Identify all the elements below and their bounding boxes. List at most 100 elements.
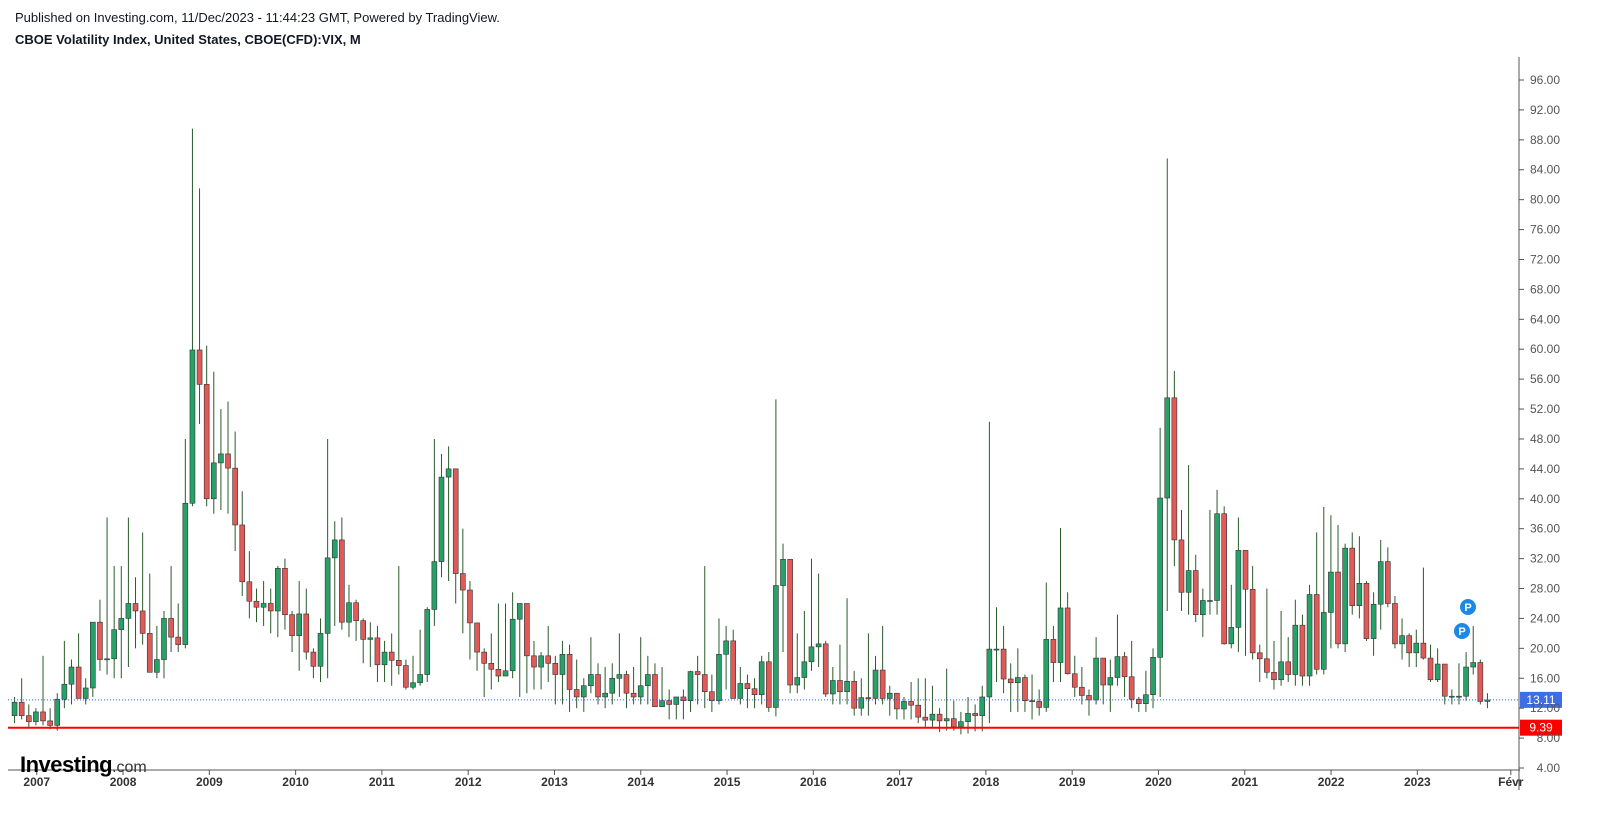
candle-body xyxy=(1093,657,1099,701)
candle-body xyxy=(104,658,110,661)
candle xyxy=(296,581,302,671)
candle-body xyxy=(936,713,943,722)
candle-body xyxy=(324,557,331,634)
candle xyxy=(168,566,174,653)
candle xyxy=(324,438,331,679)
candle xyxy=(1157,427,1163,697)
candle xyxy=(346,584,352,638)
candle-body xyxy=(346,602,352,623)
candle-body xyxy=(1456,695,1462,698)
candle-body xyxy=(1299,624,1306,677)
candle-body xyxy=(1121,656,1128,678)
candle-body xyxy=(1249,588,1256,654)
time-tick-label: 2008 xyxy=(110,775,137,789)
candle xyxy=(780,543,786,653)
candle xyxy=(1427,644,1434,682)
candle xyxy=(559,640,566,705)
candle-body xyxy=(395,660,402,666)
candle xyxy=(339,517,345,630)
candle-body xyxy=(1022,677,1028,701)
candle xyxy=(524,603,530,694)
candle-body xyxy=(794,677,801,686)
candle xyxy=(1107,659,1114,712)
candle xyxy=(275,566,281,638)
candle-body xyxy=(289,614,295,636)
candle-body xyxy=(502,670,509,677)
candle xyxy=(751,678,758,709)
candle xyxy=(844,598,850,705)
candle xyxy=(609,663,616,705)
candle-body xyxy=(1171,397,1178,541)
candle-body xyxy=(175,636,182,645)
candle xyxy=(1399,618,1405,660)
candle-body xyxy=(232,467,238,526)
candle-body xyxy=(680,696,687,701)
candle xyxy=(1249,566,1256,660)
candle xyxy=(659,667,665,707)
candle-body xyxy=(253,600,260,608)
candle-body xyxy=(673,696,680,705)
candle-body xyxy=(915,704,922,718)
candle xyxy=(1356,536,1363,619)
candle-body xyxy=(495,668,502,677)
candle xyxy=(1135,696,1142,712)
price-tick-label: 80.00 xyxy=(1530,193,1560,207)
candle xyxy=(680,689,687,720)
price-tick-label: 60.00 xyxy=(1530,342,1560,356)
candle xyxy=(1000,625,1007,694)
candle xyxy=(1086,689,1092,716)
candle-body xyxy=(602,692,608,698)
candle-body xyxy=(652,674,658,707)
candle xyxy=(1363,581,1370,641)
candle xyxy=(993,607,1000,682)
candle xyxy=(616,633,623,697)
price-tick-label: 12.00 xyxy=(1530,701,1560,715)
candle xyxy=(773,399,779,717)
candle xyxy=(132,577,139,649)
candle-body xyxy=(872,669,879,699)
candle-body xyxy=(54,698,61,726)
candle-body xyxy=(837,680,843,693)
candle xyxy=(794,633,801,694)
candle-body xyxy=(886,692,893,699)
candle-body xyxy=(1128,676,1135,700)
candle-body xyxy=(1285,661,1292,675)
candle xyxy=(744,674,751,709)
candle-body xyxy=(1335,571,1341,645)
candle-body xyxy=(367,637,374,640)
candle-body xyxy=(161,618,167,660)
candle-body xyxy=(1221,513,1227,645)
candle xyxy=(1114,614,1121,686)
candle xyxy=(979,685,986,732)
candle-body xyxy=(460,573,466,591)
candle xyxy=(1449,689,1455,705)
price-tick-label: 92.00 xyxy=(1530,103,1560,117)
candle xyxy=(374,625,381,682)
candle-body xyxy=(1192,570,1199,615)
candle-body xyxy=(1043,639,1050,708)
candle-body xyxy=(801,661,808,678)
candle xyxy=(1185,465,1192,615)
candle xyxy=(1057,527,1064,682)
candle-body xyxy=(196,349,203,385)
candle xyxy=(1043,582,1050,712)
candle xyxy=(573,659,580,709)
candle xyxy=(787,559,793,694)
candle-body xyxy=(1107,677,1114,686)
candle xyxy=(40,655,46,726)
candle xyxy=(232,431,238,552)
candle-body xyxy=(616,674,623,679)
candle-body xyxy=(61,683,68,700)
candle-body xyxy=(1385,561,1391,604)
candle-body xyxy=(609,677,616,694)
investing-logo[interactable]: Investing.com xyxy=(20,752,147,778)
candle xyxy=(1200,588,1206,638)
published-caption: Published on Investing.com, 11/Dec/2023 … xyxy=(15,10,500,25)
candle-body xyxy=(901,701,907,710)
candle-body xyxy=(588,674,594,687)
logo-suffix: .com xyxy=(112,759,147,776)
candle-body xyxy=(1434,663,1441,681)
candle-body xyxy=(1292,624,1299,675)
candle xyxy=(438,453,445,578)
